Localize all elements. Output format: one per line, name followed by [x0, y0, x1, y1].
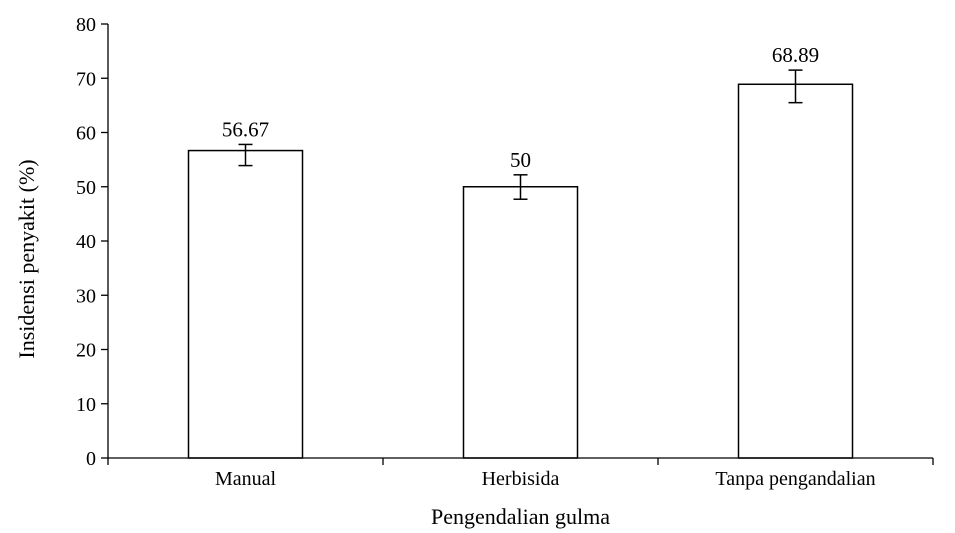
y-tick-label: 60 — [76, 123, 96, 145]
bar-value-label: 50 — [510, 148, 531, 172]
y-tick-label: 40 — [76, 231, 96, 253]
y-tick-label: 20 — [76, 340, 96, 362]
error-bar — [238, 143, 253, 167]
y-axis-ticks: 0 10 20 30 40 50 60 70 80 — [76, 14, 108, 470]
bar — [462, 186, 579, 459]
data-labels: 56.67 50 68.89 — [222, 43, 819, 172]
y-tick-label: 10 — [76, 394, 96, 416]
error-bar — [788, 69, 803, 104]
bar — [737, 83, 854, 459]
y-axis-title: Insidensi penyakit (%) — [14, 159, 39, 358]
y-tick-label: 0 — [86, 448, 96, 470]
x-axis-title: Pengendalian gulma — [431, 504, 610, 529]
y-tick-label: 50 — [76, 177, 96, 199]
x-category-label: Tanpa pengandalian — [715, 468, 875, 490]
y-tick-label: 80 — [76, 14, 96, 36]
y-tick-label: 30 — [76, 285, 96, 307]
y-tick-label: 70 — [76, 68, 96, 90]
bar-value-label: 68.89 — [772, 43, 819, 67]
bar-value-label: 56.67 — [222, 117, 269, 141]
bar — [187, 149, 304, 459]
bars — [187, 83, 854, 459]
error-bars — [238, 69, 803, 200]
x-category-label: Manual — [215, 468, 277, 490]
x-category-label: Herbisida — [482, 468, 560, 490]
x-axis-ticks: Manual Herbisida Tanpa pengandalian — [107, 458, 934, 490]
error-bar — [513, 174, 528, 200]
